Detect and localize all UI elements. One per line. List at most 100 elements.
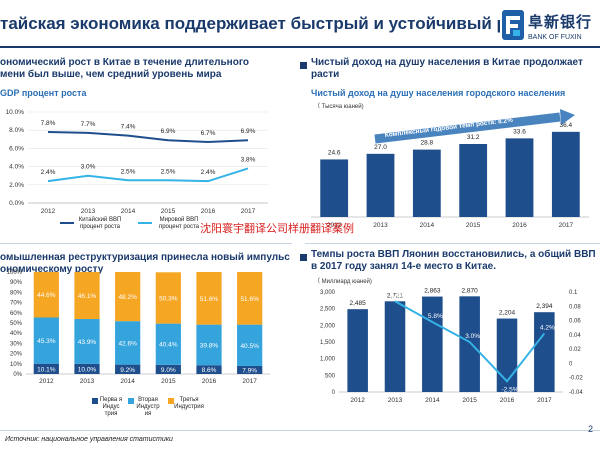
y-tick-label: 60%: [10, 311, 23, 317]
legend-china-swatch: [60, 222, 74, 224]
data-label: 46.1%: [78, 293, 97, 300]
panel4-title: Темпы роста ВВП Ляонин восстановились, а…: [311, 249, 600, 273]
gdp-bar: [347, 309, 368, 392]
data-label: 44.6%: [37, 292, 56, 299]
data-label: 51.6%: [240, 296, 259, 303]
x-tick-label: 2017: [242, 378, 257, 385]
x-tick-label: 2017: [537, 397, 552, 404]
y-tick-label: 10.0%: [6, 109, 25, 116]
y-tick-label: 100%: [7, 270, 23, 276]
panel1-separator: [0, 243, 292, 244]
industry-structure-stacked-chart: 0% 10% 20% 30% 40% 50% 60% 70% 80% 90% 100% 10.1% 45…: [7, 270, 270, 385]
y-tick-label: 70%: [10, 301, 23, 307]
stack-tertiary-segment: [115, 272, 141, 322]
y-tick-label-right: 0.1: [569, 290, 578, 296]
y-tick-label-right: 0.02: [569, 347, 581, 353]
growth-rate-label: 8.7%: [391, 292, 406, 299]
x-tick-label: 2016: [500, 397, 515, 404]
stack-primary-segment: [155, 364, 181, 374]
legend-tertiary-swatch: [168, 398, 174, 404]
stack-primary-segment: [196, 365, 222, 374]
data-label: 2.4%: [41, 169, 56, 176]
watermark-text: 沈阳寰宇翻译公司样册翻译案例: [200, 223, 354, 235]
stack-tertiary-segment: [155, 272, 181, 324]
stack-secondary-segment: [115, 321, 141, 365]
stack-primary-segment: [74, 363, 100, 374]
data-label: 2,870: [462, 287, 479, 294]
panel2-title-line1: Чистый доход на душу населения в Китае п…: [311, 57, 583, 68]
data-label: 2.4%: [201, 169, 216, 176]
legend-secondary-label: Вторая Индустр ия: [136, 397, 160, 417]
source-note: Источник: национальное управления статис…: [5, 436, 173, 443]
y-tick-label: 10%: [10, 362, 23, 368]
data-label: 42.6%: [118, 340, 137, 347]
series-line-china: [47, 131, 249, 144]
data-label: 33.6: [513, 128, 526, 135]
y-tick-label: 2.0%: [9, 182, 24, 189]
stack-tertiary-segment: [237, 272, 263, 325]
income-bar: [505, 138, 534, 217]
y-tick-label: 40%: [10, 331, 23, 337]
data-label: 43.9%: [78, 339, 97, 346]
data-label: 45.3%: [37, 338, 56, 345]
stack-secondary-segment: [196, 324, 222, 366]
y-tick-label-right: 0.08: [569, 304, 581, 310]
data-label: 27.0: [374, 144, 387, 151]
panel3-title: омышленная реструктуризация принесла нов…: [0, 252, 300, 276]
x-tick-label: 2016: [201, 208, 216, 215]
x-tick-label: 2012: [39, 378, 54, 385]
panel2-separator: [305, 243, 600, 244]
data-label: 9.2%: [120, 367, 135, 374]
y-tick-label: 6.0%: [9, 145, 24, 152]
data-label: 31.2: [467, 134, 480, 141]
data-label: 2,485: [350, 300, 367, 307]
y-tick-label-right: 0.06: [569, 319, 581, 325]
growth-rate-label: 3.0%: [465, 333, 480, 340]
data-label: 7.9%: [242, 367, 257, 374]
x-tick-label: 2015: [161, 378, 176, 385]
data-label: 7.8%: [41, 120, 56, 127]
panel1-title-line2: мени был выше, чем средний уровень мира: [0, 69, 222, 80]
legend-tertiary-label: Третья Индустрия: [174, 397, 204, 410]
y-tick-label-left: 2,500: [320, 307, 336, 313]
data-label: 6.9%: [241, 128, 256, 135]
panel2-title-line2: расти: [311, 69, 340, 80]
data-label: 7.4%: [121, 124, 136, 131]
logo-chinese-text: 阜新银行: [528, 14, 593, 31]
data-label: 36.4: [560, 122, 573, 129]
growth-rate-label: -2.5%: [502, 386, 519, 393]
x-tick-label: 2014: [420, 222, 435, 229]
x-tick-label: 2012: [41, 208, 56, 215]
data-label: 2,863: [424, 288, 441, 295]
data-label: 3.8%: [241, 156, 256, 163]
x-tick-label: 2013: [373, 222, 388, 229]
bank-logo: 阜新银行 BANK OF FUXIN: [500, 6, 600, 50]
y-tick-label-left: 500: [325, 373, 336, 379]
y-tick-label-right: 0.04: [569, 333, 581, 339]
data-label: 8.6%: [202, 367, 217, 374]
y-tick-label: 50%: [10, 321, 23, 327]
gdp-bar: [534, 312, 555, 392]
header-divider: [0, 46, 600, 48]
stack-secondary-segment: [237, 324, 263, 366]
legend-world-label: Мировой ВВП процент роста: [158, 217, 200, 230]
stack-tertiary-segment: [74, 272, 100, 320]
y-tick-label-left: 1,000: [320, 357, 336, 363]
y-tick-label: 30%: [10, 341, 23, 347]
income-bar-chart: 24.6 2012 27.0 2013 28.8 2014 31.2 2015 33.6 2016…: [311, 109, 589, 229]
x-tick-label: 2017: [241, 208, 256, 215]
logo-mark-icon: [502, 10, 524, 40]
stack-tertiary-segment: [196, 272, 222, 325]
logo-english-text: BANK OF FUXIN: [528, 34, 582, 41]
growth-rate-label: 5.8%: [428, 313, 443, 320]
series-line-world: [47, 167, 249, 183]
x-tick-label: 2015: [466, 222, 481, 229]
data-label: 10.1%: [37, 366, 56, 373]
x-tick-label: 2015: [462, 397, 477, 404]
panel3-title-line2: ономическому росту: [0, 264, 104, 275]
y-tick-label-left: 2,000: [320, 323, 336, 329]
y-tick-label-right: -0.02: [569, 376, 583, 382]
y-tick-label: 8.0%: [9, 127, 24, 134]
panel4-unit: （ Миллиард юаней): [314, 279, 372, 285]
page-number: 2: [588, 424, 594, 434]
